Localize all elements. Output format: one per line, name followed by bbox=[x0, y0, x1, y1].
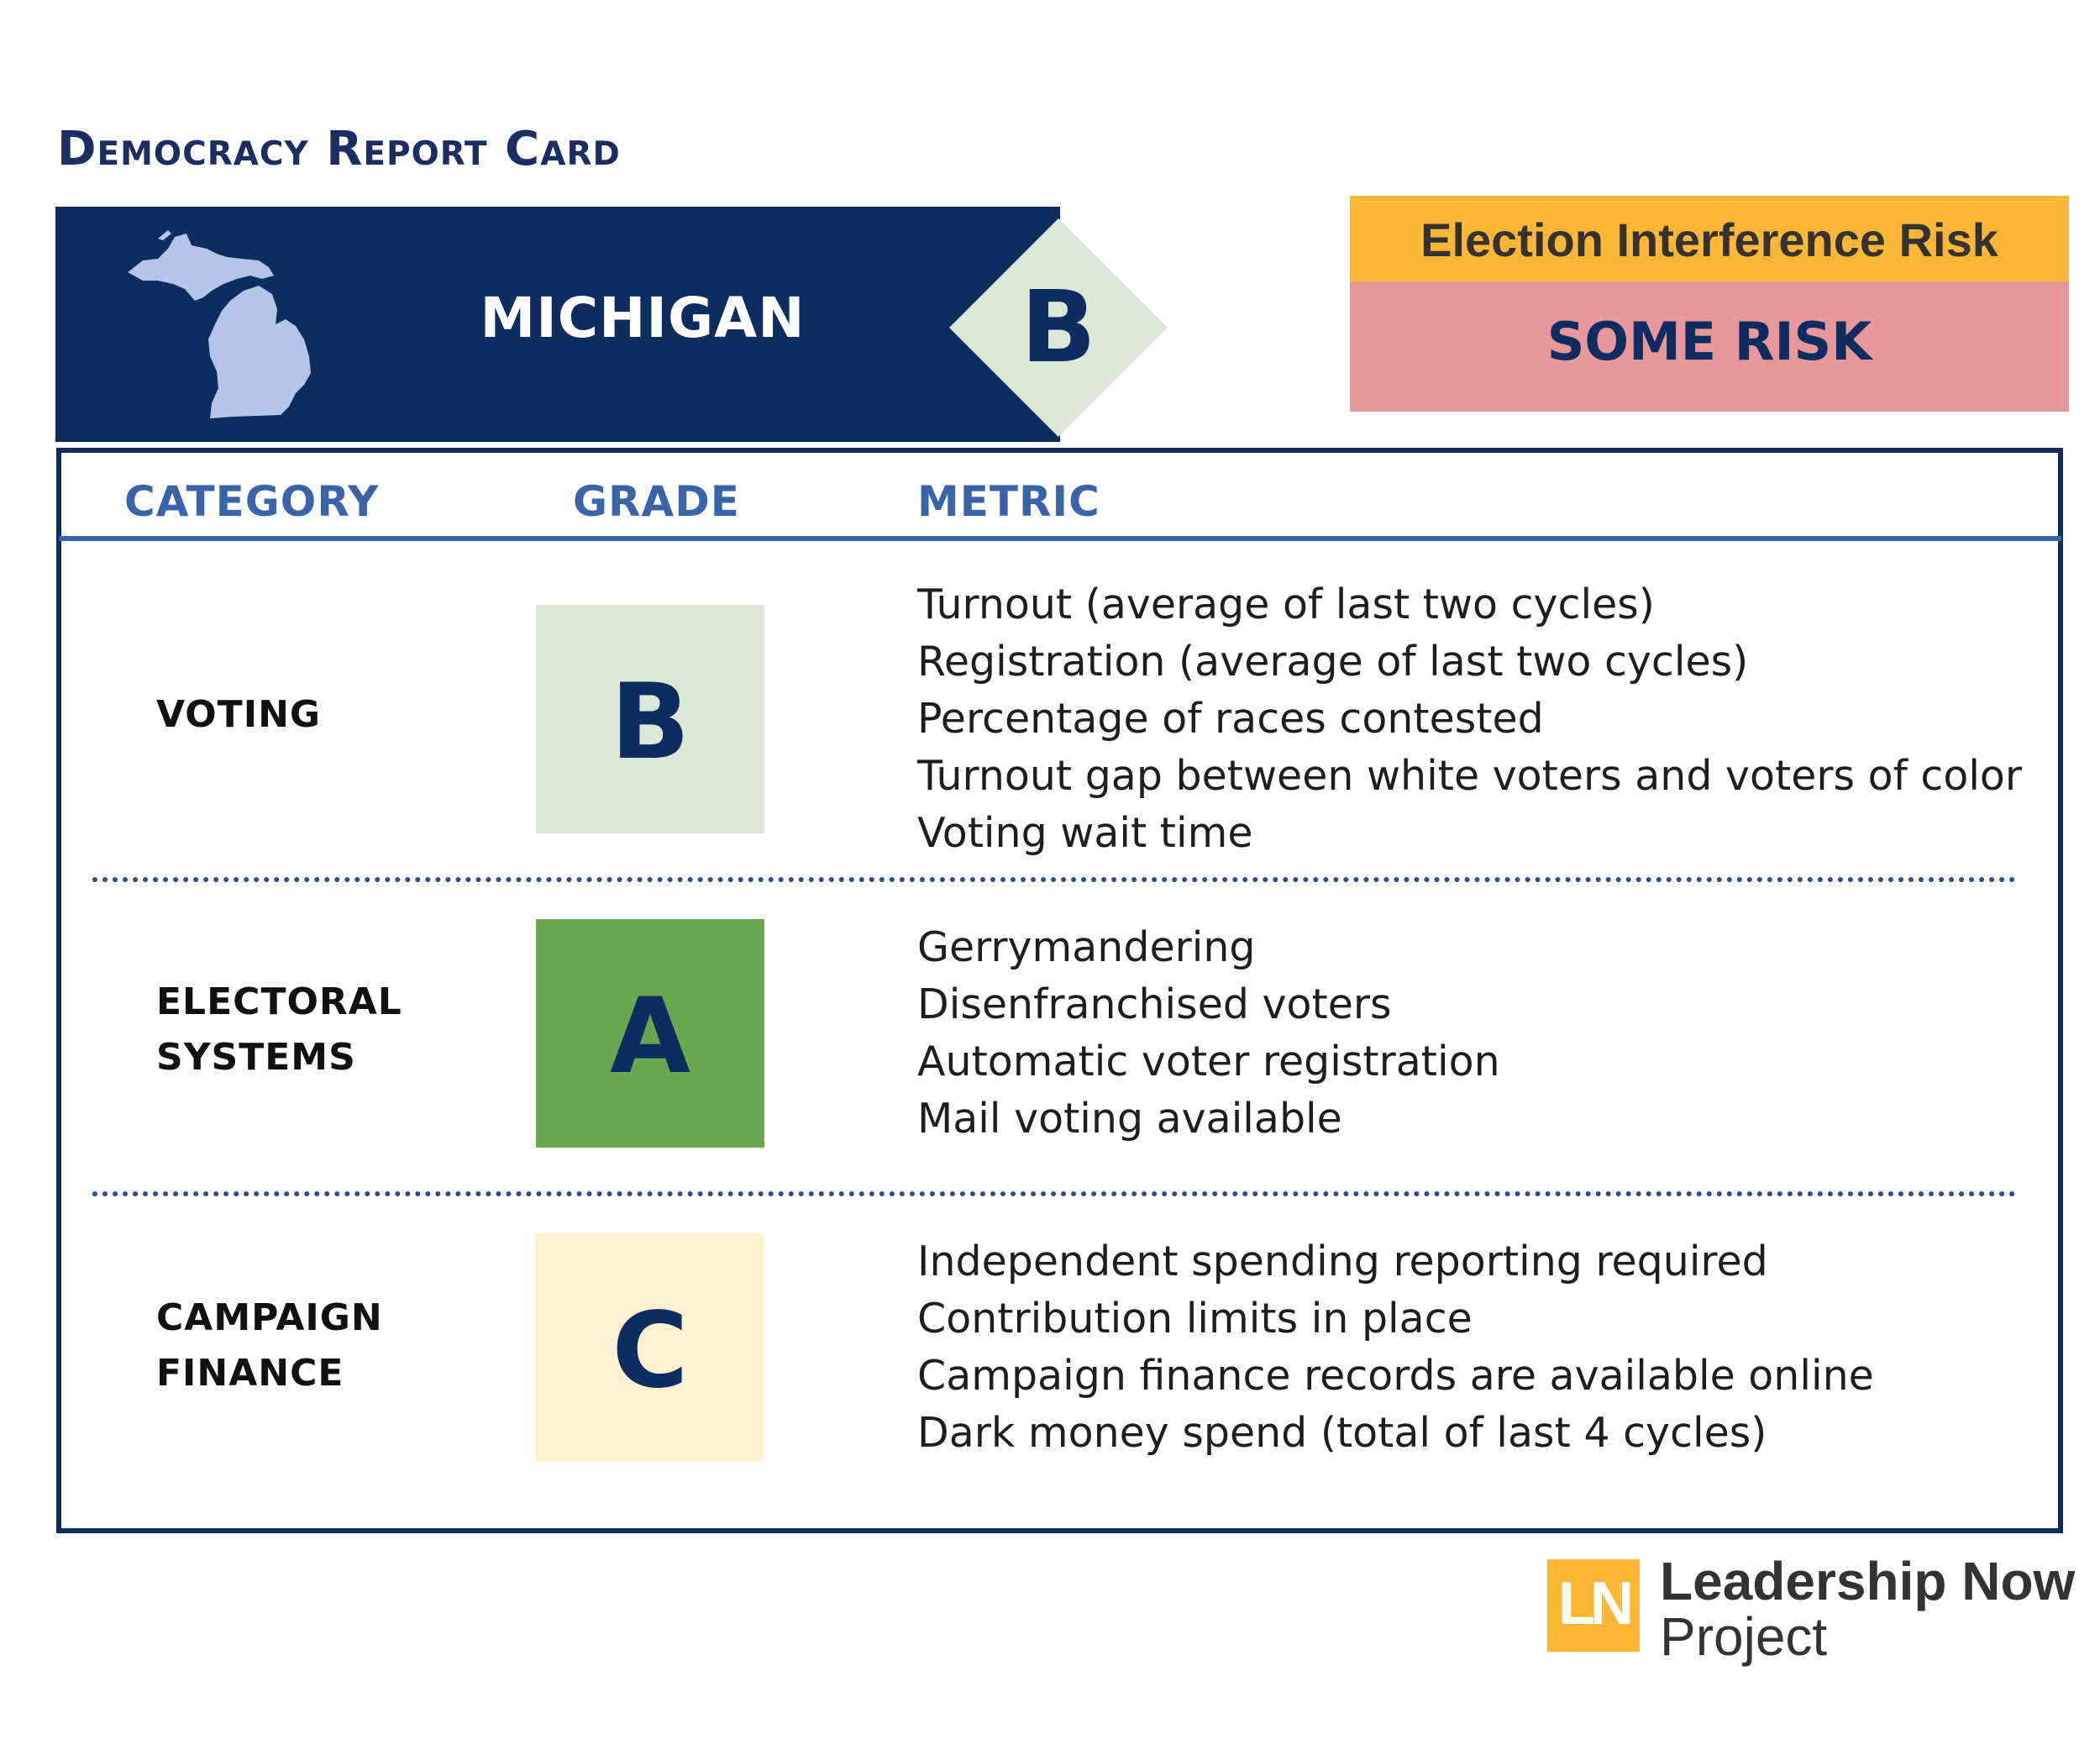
row-divider bbox=[92, 1191, 2016, 1196]
metric-item: Percentage of races contested bbox=[917, 695, 1544, 743]
metric-item: Voting wait time bbox=[917, 809, 1253, 857]
category-label-line: VOTING bbox=[156, 693, 322, 736]
grade-box-electoral-systems bbox=[536, 919, 764, 1148]
row-divider bbox=[92, 877, 2016, 882]
grade-box-voting bbox=[536, 605, 764, 833]
metric-item: Contribution limits in place bbox=[917, 1295, 1473, 1343]
header-divider bbox=[59, 536, 2061, 541]
category-label-line: SYSTEMS bbox=[156, 1036, 356, 1079]
metric-list-electoral-systems: Gerrymandering Disenfranchised voters Au… bbox=[917, 919, 1500, 1148]
metric-list-campaign-finance: Independent spending reporting required … bbox=[917, 1233, 1874, 1462]
category-campaign-finance: CAMPAIGN FINANCE bbox=[156, 1290, 383, 1401]
category-label-line: FINANCE bbox=[156, 1352, 344, 1395]
category-label-line: ELECTORAL bbox=[156, 980, 402, 1023]
state-name: MICHIGAN bbox=[480, 286, 806, 350]
risk-label: Election Interference Risk bbox=[1420, 213, 1998, 266]
category-label-line: CAMPAIGN bbox=[156, 1296, 383, 1339]
column-header-grade: GRADE bbox=[573, 477, 740, 526]
metric-item: Registration (average of last two cycles… bbox=[917, 638, 1749, 686]
risk-value: SOME RISK bbox=[1546, 311, 1872, 372]
metric-item: Gerrymandering bbox=[917, 923, 1256, 971]
risk-label-panel bbox=[1350, 196, 2069, 281]
report-table bbox=[56, 448, 2063, 1533]
michigan-map-icon bbox=[128, 230, 311, 418]
column-header-metric: METRIC bbox=[917, 477, 1100, 526]
overall-grade: B bbox=[1021, 269, 1096, 385]
metric-item: Dark money spend (total of last 4 cycles… bbox=[917, 1409, 1767, 1457]
page-title: Democracy Report Card bbox=[57, 122, 621, 176]
metric-item: Disenfranchised voters bbox=[917, 980, 1392, 1028]
metric-item: Turnout gap between white voters and vot… bbox=[917, 752, 2023, 800]
grade-electoral-systems: A bbox=[610, 976, 690, 1097]
grade-box-campaign-finance bbox=[536, 1233, 764, 1462]
category-voting: VOTING bbox=[156, 687, 321, 743]
metric-item: Independent spending reporting required bbox=[917, 1238, 1768, 1285]
overall-grade-diamond bbox=[949, 218, 1168, 437]
column-header-category: CATEGORY bbox=[124, 477, 380, 526]
metric-item: Automatic voter registration bbox=[917, 1038, 1500, 1085]
metric-list-voting: Turnout (average of last two cycles) Reg… bbox=[917, 576, 2022, 862]
metric-item: Turnout (average of last two cycles) bbox=[917, 581, 1655, 628]
logo-text-line1: Leadership Now bbox=[1660, 1551, 2076, 1611]
grade-campaign-finance: C bbox=[612, 1290, 689, 1411]
metric-item: Campaign finance records are available o… bbox=[917, 1352, 1874, 1400]
risk-value-panel bbox=[1350, 281, 2069, 412]
logo-mark: LN bbox=[1558, 1570, 1634, 1637]
category-electoral-systems: ELECTORAL SYSTEMS bbox=[156, 975, 402, 1085]
logo-mark-background bbox=[1547, 1559, 1640, 1652]
logo-text-line2: Project bbox=[1660, 1606, 1828, 1667]
grade-voting: B bbox=[610, 662, 690, 783]
metric-item: Mail voting available bbox=[917, 1095, 1342, 1143]
